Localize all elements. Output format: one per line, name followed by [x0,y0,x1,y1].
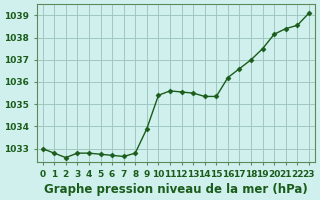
X-axis label: Graphe pression niveau de la mer (hPa): Graphe pression niveau de la mer (hPa) [44,183,308,196]
